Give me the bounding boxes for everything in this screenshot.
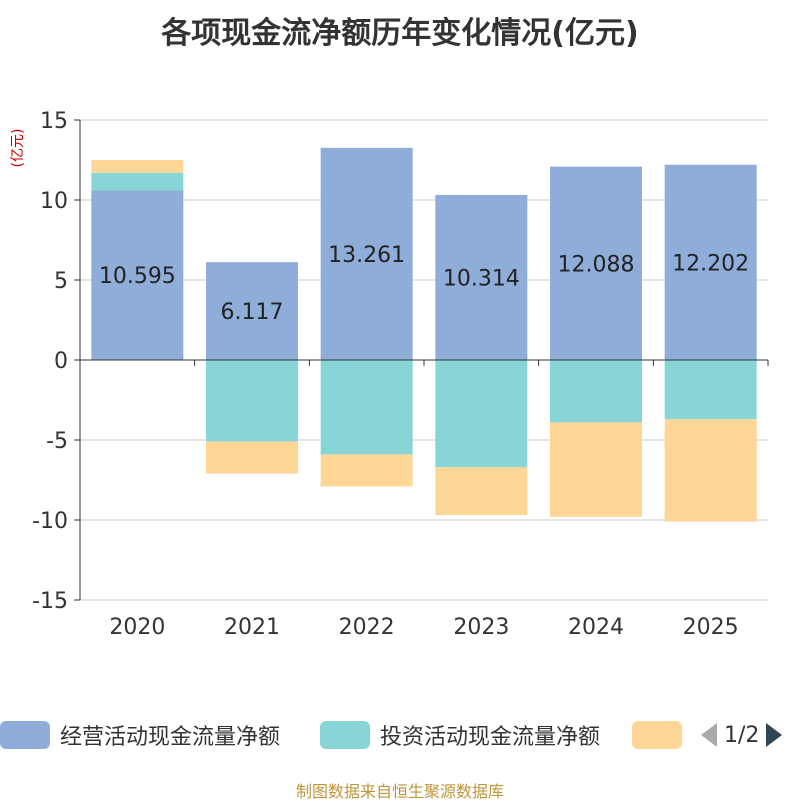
y-tick-label: 15 — [40, 109, 68, 134]
y-tick-label: 10 — [40, 189, 68, 214]
legend-item-operating[interactable]: 经营活动现金流量净额 — [0, 718, 280, 752]
legend-label-operating: 经营活动现金流量净额 — [60, 725, 281, 750]
bar-financing-2024 — [550, 422, 642, 517]
bar-value-label: 6.117 — [221, 300, 284, 325]
legend-swatch-operating — [0, 721, 50, 749]
y-tick-label: 0 — [54, 349, 68, 374]
bar-investing-2022 — [320, 360, 413, 455]
y-axis-label: (亿元) — [10, 129, 26, 168]
bar-financing-2023 — [435, 467, 528, 516]
bar-operating-2023 — [435, 194, 528, 360]
x-tick-label: 2021 — [224, 615, 280, 640]
legend: 经营活动现金流量净额 投资活动现金流量净额 — [0, 718, 800, 752]
bar-operating-2021 — [206, 262, 298, 360]
bar-value-label: 12.202 — [672, 251, 749, 276]
bar-value-label: 12.088 — [558, 252, 635, 277]
chart-title: 各项现金流净额历年变化情况(亿元) — [161, 16, 639, 51]
bar-financing-2022 — [320, 454, 413, 487]
bar-value-label: 13.261 — [328, 243, 405, 268]
bar-operating-2022 — [320, 147, 413, 360]
x-tick-label: 2025 — [683, 615, 739, 640]
legend-item-financing[interactable] — [632, 718, 692, 752]
pager-prev-icon[interactable] — [700, 722, 718, 748]
x-tick-label: 2024 — [568, 615, 624, 640]
bar-investing-2021 — [206, 360, 298, 442]
legend-label-investing: 投资活动现金流量净额 — [380, 725, 601, 750]
y-tick-label: -10 — [32, 509, 68, 534]
x-tick-label: 2020 — [109, 615, 165, 640]
bar-investing-2024 — [550, 360, 642, 423]
bar-value-label: 10.314 — [443, 266, 520, 291]
legend-item-investing[interactable]: 投资活动现金流量净额 — [320, 718, 600, 752]
legend-pager: 1/2 — [700, 718, 783, 752]
bar-value-label: 10.595 — [99, 264, 176, 289]
chart-plot: 15 10 5 0 -5 -10 -15 (亿元) 2020 2021 2022 2023 2024 20… — [10, 109, 769, 640]
y-tick-label: 5 — [54, 269, 68, 294]
legend-swatch-financing — [632, 721, 682, 749]
bar-financing-2020 — [91, 160, 184, 173]
x-tick-label: 2022 — [339, 615, 395, 640]
bar-operating-2020 — [91, 190, 184, 360]
bar-investing-2025 — [664, 360, 757, 420]
source-footer: 制图数据来自恒生聚源数据库 — [295, 782, 504, 801]
x-tick-label: 2023 — [453, 615, 509, 640]
bar-investing-2023 — [435, 360, 528, 468]
pager-page-text: 1/2 — [724, 722, 760, 748]
pager-next-icon[interactable] — [765, 722, 783, 748]
bar-operating-2024 — [550, 166, 642, 360]
bar-operating-2025 — [664, 164, 757, 360]
legend-swatch-investing — [320, 721, 370, 749]
bar-investing-2020 — [91, 172, 184, 191]
y-tick-label: -5 — [46, 429, 68, 454]
y-tick-label: -15 — [32, 589, 68, 614]
bar-financing-2025 — [664, 419, 757, 522]
bar-financing-2021 — [206, 441, 298, 474]
